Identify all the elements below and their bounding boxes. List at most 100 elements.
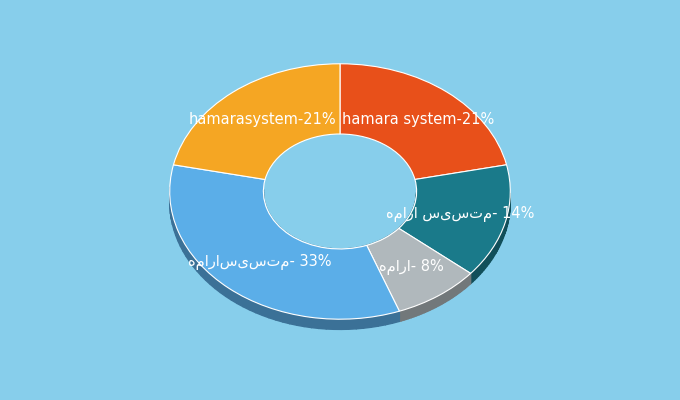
Polygon shape bbox=[441, 294, 442, 305]
Polygon shape bbox=[452, 287, 453, 298]
Wedge shape bbox=[173, 64, 340, 180]
Polygon shape bbox=[263, 192, 417, 259]
Wedge shape bbox=[367, 228, 471, 311]
Polygon shape bbox=[386, 313, 392, 325]
Polygon shape bbox=[274, 220, 275, 233]
Polygon shape bbox=[370, 244, 371, 255]
Polygon shape bbox=[341, 319, 349, 330]
Polygon shape bbox=[262, 305, 269, 318]
Polygon shape bbox=[436, 296, 437, 307]
Polygon shape bbox=[296, 239, 299, 250]
Text: hamarasystem-21%: hamarasystem-21% bbox=[188, 112, 336, 127]
Polygon shape bbox=[501, 230, 503, 243]
Polygon shape bbox=[405, 309, 406, 320]
Polygon shape bbox=[243, 297, 250, 310]
Polygon shape bbox=[505, 221, 506, 234]
Polygon shape bbox=[409, 308, 411, 318]
Polygon shape bbox=[435, 297, 436, 308]
Polygon shape bbox=[237, 293, 243, 307]
Polygon shape bbox=[467, 276, 469, 287]
Polygon shape bbox=[406, 309, 408, 320]
Polygon shape bbox=[302, 242, 305, 253]
Polygon shape bbox=[173, 215, 174, 230]
Polygon shape bbox=[327, 248, 330, 259]
Polygon shape bbox=[226, 286, 231, 300]
Polygon shape bbox=[457, 283, 458, 294]
Polygon shape bbox=[437, 295, 439, 306]
Polygon shape bbox=[220, 282, 226, 296]
Polygon shape bbox=[399, 311, 401, 322]
Polygon shape bbox=[492, 248, 493, 260]
Polygon shape bbox=[445, 291, 446, 302]
Polygon shape bbox=[405, 220, 406, 232]
Polygon shape bbox=[305, 243, 308, 254]
Polygon shape bbox=[458, 282, 460, 294]
Text: hamara system-21%: hamara system-21% bbox=[341, 112, 494, 127]
Polygon shape bbox=[493, 246, 494, 258]
Polygon shape bbox=[450, 288, 452, 299]
Polygon shape bbox=[419, 304, 421, 315]
Polygon shape bbox=[487, 254, 488, 266]
Polygon shape bbox=[286, 232, 288, 244]
Polygon shape bbox=[414, 306, 416, 317]
Polygon shape bbox=[460, 281, 461, 292]
Polygon shape bbox=[351, 248, 354, 259]
Polygon shape bbox=[446, 290, 447, 302]
Polygon shape bbox=[496, 241, 497, 254]
Polygon shape bbox=[401, 225, 403, 236]
Polygon shape bbox=[265, 204, 266, 217]
Polygon shape bbox=[406, 220, 407, 231]
Polygon shape bbox=[288, 234, 291, 246]
Polygon shape bbox=[430, 299, 432, 310]
Polygon shape bbox=[488, 252, 490, 264]
Polygon shape bbox=[375, 242, 376, 252]
Polygon shape bbox=[427, 300, 428, 312]
Polygon shape bbox=[443, 292, 445, 303]
Polygon shape bbox=[373, 243, 374, 254]
Polygon shape bbox=[475, 268, 477, 280]
Polygon shape bbox=[176, 226, 178, 241]
Polygon shape bbox=[279, 227, 282, 239]
Polygon shape bbox=[369, 244, 370, 255]
Polygon shape bbox=[381, 240, 382, 250]
Polygon shape bbox=[311, 318, 319, 328]
Polygon shape bbox=[403, 310, 405, 320]
Polygon shape bbox=[210, 274, 216, 289]
Polygon shape bbox=[268, 212, 269, 224]
Polygon shape bbox=[282, 229, 284, 241]
Polygon shape bbox=[294, 237, 296, 249]
Polygon shape bbox=[478, 264, 480, 276]
Polygon shape bbox=[183, 241, 186, 256]
Polygon shape bbox=[344, 249, 347, 259]
Wedge shape bbox=[170, 165, 399, 319]
Polygon shape bbox=[290, 314, 297, 325]
Polygon shape bbox=[367, 245, 369, 255]
Polygon shape bbox=[197, 261, 201, 276]
Polygon shape bbox=[275, 223, 277, 235]
Text: همارا سیستم- 14%: همارا سیستم- 14% bbox=[386, 206, 534, 222]
Polygon shape bbox=[250, 300, 256, 313]
Polygon shape bbox=[378, 315, 386, 326]
Polygon shape bbox=[477, 266, 478, 278]
Polygon shape bbox=[471, 272, 473, 284]
Polygon shape bbox=[299, 240, 302, 252]
Polygon shape bbox=[297, 315, 305, 326]
Polygon shape bbox=[171, 209, 173, 225]
Polygon shape bbox=[504, 223, 505, 236]
Polygon shape bbox=[379, 240, 380, 251]
Polygon shape bbox=[466, 276, 467, 288]
Polygon shape bbox=[354, 248, 357, 258]
Polygon shape bbox=[403, 223, 404, 234]
Polygon shape bbox=[408, 308, 409, 319]
Polygon shape bbox=[308, 244, 311, 255]
Polygon shape bbox=[392, 311, 399, 323]
Polygon shape bbox=[363, 317, 371, 328]
Polygon shape bbox=[380, 240, 381, 251]
Polygon shape bbox=[426, 301, 427, 312]
Polygon shape bbox=[291, 236, 294, 248]
Polygon shape bbox=[371, 316, 378, 327]
Polygon shape bbox=[216, 278, 220, 293]
Polygon shape bbox=[449, 289, 450, 300]
Polygon shape bbox=[337, 249, 341, 259]
Polygon shape bbox=[418, 304, 419, 316]
